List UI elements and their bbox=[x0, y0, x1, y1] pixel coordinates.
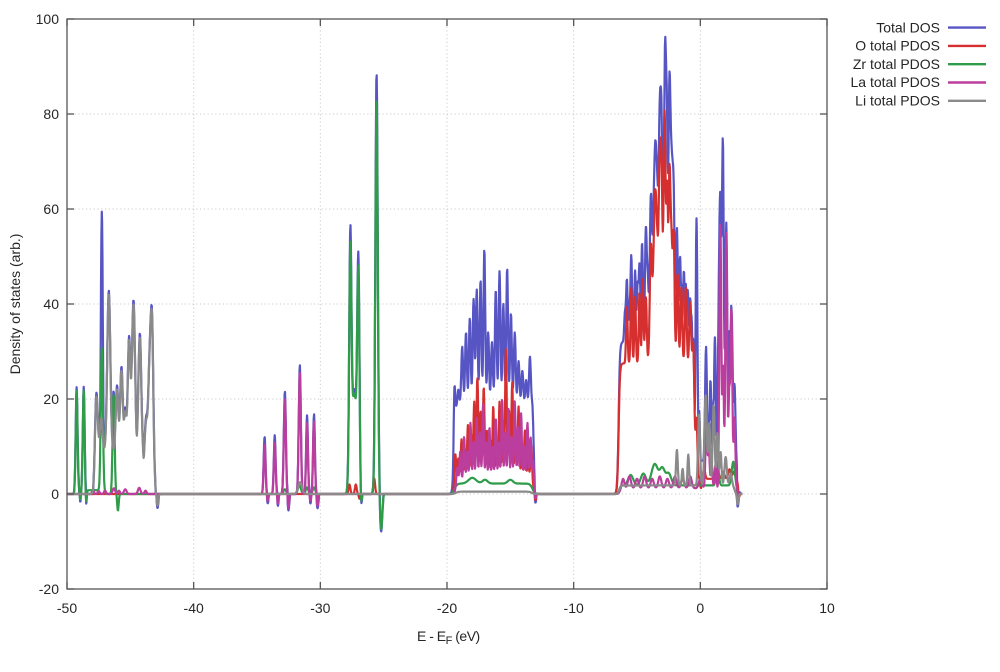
svg-text:0: 0 bbox=[696, 600, 704, 616]
svg-text:E - EF (eV): E - EF (eV) bbox=[417, 628, 480, 647]
svg-text:80: 80 bbox=[43, 106, 59, 122]
svg-text:-50: -50 bbox=[57, 600, 77, 616]
svg-text:Zr total PDOS: Zr total PDOS bbox=[853, 56, 940, 72]
svg-text:60: 60 bbox=[43, 201, 59, 217]
svg-text:0: 0 bbox=[51, 486, 59, 502]
svg-text:-40: -40 bbox=[184, 600, 204, 616]
svg-text:Density of states (arb.): Density of states (arb.) bbox=[7, 234, 23, 375]
svg-text:-10: -10 bbox=[564, 600, 584, 616]
svg-text:-30: -30 bbox=[310, 600, 330, 616]
svg-text:100: 100 bbox=[36, 11, 60, 27]
svg-text:-20: -20 bbox=[39, 581, 59, 597]
svg-text:Li total PDOS: Li total PDOS bbox=[855, 93, 940, 109]
svg-text:O total PDOS: O total PDOS bbox=[855, 38, 940, 54]
svg-text:La total PDOS: La total PDOS bbox=[851, 74, 941, 90]
svg-text:20: 20 bbox=[43, 391, 59, 407]
svg-text:10: 10 bbox=[819, 600, 835, 616]
svg-text:-20: -20 bbox=[437, 600, 457, 616]
svg-text:Total DOS: Total DOS bbox=[876, 19, 940, 35]
svg-text:40: 40 bbox=[43, 296, 59, 312]
